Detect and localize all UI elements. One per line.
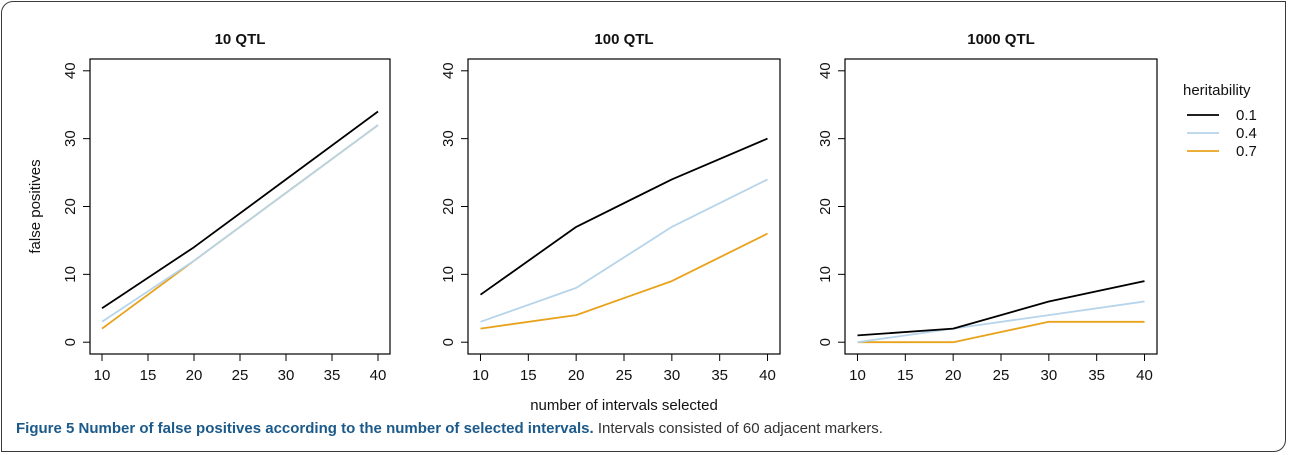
x-tick-label: 35: [324, 367, 341, 384]
series-line-0-4: [101, 124, 379, 323]
series-line-0-7: [857, 320, 1145, 344]
series-line-0-7: [480, 232, 768, 330]
x-tick-label: 20: [186, 367, 203, 384]
x-tick-label: 35: [711, 367, 728, 384]
plot-frame-3: [844, 58, 1158, 355]
y-tick-label: 30: [62, 130, 79, 147]
y-tick-label: 10: [62, 266, 79, 283]
y-tick-label: 10: [817, 266, 834, 283]
series-line-0-1: [479, 137, 768, 296]
x-axis-label: number of intervals selected: [530, 397, 718, 414]
y-tick-label: 20: [62, 198, 79, 215]
legend-title: heritability: [1183, 82, 1251, 99]
series-line-0-4: [480, 178, 768, 323]
y-tick-label: 0: [440, 338, 457, 346]
y-tick-label: 20: [440, 198, 457, 215]
panel-title: 1000 QTL: [967, 31, 1035, 48]
y-tick-label: 10: [440, 266, 457, 283]
figure-caption: Figure 5 Number of false positives accor…: [16, 420, 1276, 437]
series-line-0-1: [101, 110, 379, 310]
panel-title: 10 QTL: [215, 31, 266, 48]
x-tick-label: 25: [232, 367, 249, 384]
x-tick-label: 30: [1040, 367, 1057, 384]
plot-frame-1: [89, 58, 391, 355]
y-tick-label: 30: [440, 130, 457, 147]
x-tick-label: 40: [370, 367, 387, 384]
x-tick-label: 25: [993, 367, 1010, 384]
y-tick-label: 40: [62, 62, 79, 79]
x-tick-label: 10: [849, 367, 866, 384]
panel-title: 100 QTL: [594, 31, 653, 48]
y-tick-label: 30: [817, 130, 834, 147]
y-tick-label: 40: [817, 62, 834, 79]
x-tick-label: 40: [1136, 367, 1153, 384]
legend-label: 0.4: [1236, 125, 1257, 142]
caption-text: Intervals consisted of 60 adjacent marke…: [597, 420, 883, 437]
x-tick-label: 10: [472, 367, 489, 384]
x-tick-label: 10: [94, 367, 111, 384]
x-tick-label: 15: [520, 367, 537, 384]
x-tick-label: 15: [897, 367, 914, 384]
x-tick-label: 20: [945, 367, 962, 384]
series-line-0-1: [857, 280, 1145, 337]
y-tick-label: 20: [817, 198, 834, 215]
x-tick-label: 40: [759, 367, 776, 384]
x-tick-label: 30: [663, 367, 680, 384]
caption-title: Figure 5 Number of false positives accor…: [16, 420, 594, 437]
y-axis-label: false positives: [27, 159, 44, 253]
x-tick-label: 30: [278, 367, 295, 384]
x-tick-label: 35: [1088, 367, 1105, 384]
legend-label: 0.1: [1236, 107, 1257, 124]
y-tick-label: 0: [62, 338, 79, 346]
series-line-0-4: [857, 300, 1145, 344]
x-tick-label: 20: [568, 367, 585, 384]
legend-label: 0.7: [1236, 143, 1257, 160]
y-tick-label: 40: [440, 62, 457, 79]
x-tick-label: 25: [616, 367, 633, 384]
x-tick-label: 15: [140, 367, 157, 384]
y-tick-label: 0: [817, 338, 834, 346]
